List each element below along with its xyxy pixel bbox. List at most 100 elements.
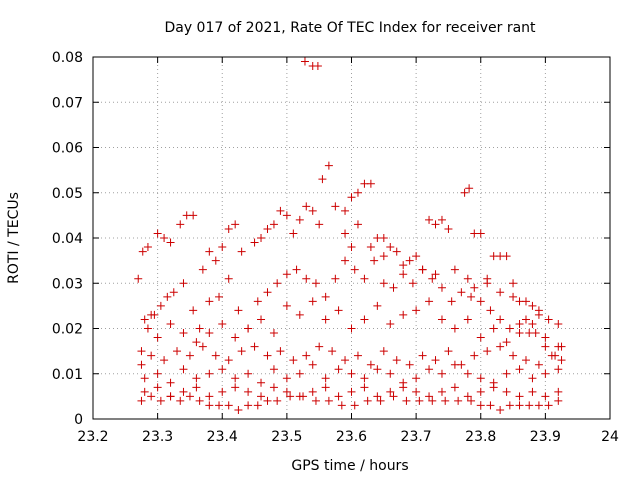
- data-point: [176, 220, 185, 229]
- data-point: [263, 351, 272, 360]
- data-point: [450, 360, 459, 369]
- data-point: [534, 306, 543, 315]
- data-point: [412, 306, 421, 315]
- data-point: [166, 238, 175, 247]
- data-point: [289, 229, 298, 238]
- data-point: [360, 315, 369, 324]
- data-point: [425, 392, 434, 401]
- data-point: [521, 315, 530, 324]
- data-point: [289, 356, 298, 365]
- x-tick-label: 23.3: [142, 429, 173, 445]
- x-tick-label: 23.6: [336, 429, 367, 445]
- data-point: [282, 387, 291, 396]
- data-point: [331, 202, 340, 211]
- data-point: [502, 252, 511, 261]
- data-point: [215, 292, 224, 301]
- data-point: [138, 247, 147, 256]
- y-tick-label: 0.02: [52, 322, 83, 338]
- data-point: [253, 297, 262, 306]
- data-point: [450, 324, 459, 333]
- data-point: [269, 220, 278, 229]
- data-point: [557, 356, 566, 365]
- data-point: [366, 179, 375, 188]
- data-point: [515, 401, 524, 410]
- data-point: [347, 387, 356, 396]
- data-point: [137, 347, 146, 356]
- data-point: [143, 324, 152, 333]
- data-point: [205, 401, 214, 410]
- y-tick-label: 0.07: [52, 95, 83, 111]
- x-tick-label: 23.9: [530, 429, 561, 445]
- data-point: [160, 356, 169, 365]
- data-point: [386, 387, 395, 396]
- data-point: [185, 392, 194, 401]
- data-point: [224, 274, 233, 283]
- data-point: [337, 401, 346, 410]
- chart-title: Day 017 of 2021, Rate Of TEC Index for r…: [164, 20, 536, 36]
- data-point: [257, 392, 266, 401]
- data-point: [541, 369, 550, 378]
- data-point: [224, 401, 233, 410]
- data-point: [263, 396, 272, 405]
- data-point: [476, 387, 485, 396]
- data-point: [276, 347, 285, 356]
- data-point: [431, 356, 440, 365]
- data-point: [205, 369, 214, 378]
- data-point: [341, 256, 350, 265]
- data-point: [150, 310, 159, 319]
- data-point: [541, 392, 550, 401]
- data-point: [198, 265, 207, 274]
- data-point: [224, 224, 233, 233]
- data-point: [502, 338, 511, 347]
- data-point: [311, 279, 320, 288]
- data-point: [189, 211, 198, 220]
- data-points: [134, 57, 566, 414]
- data-point: [373, 365, 382, 374]
- data-point: [282, 211, 291, 220]
- data-point: [402, 396, 411, 405]
- data-point: [412, 252, 421, 261]
- data-point: [153, 229, 162, 238]
- data-point: [379, 234, 388, 242]
- data-point: [541, 333, 550, 342]
- y-tick-label: 0.08: [52, 50, 83, 66]
- data-point: [470, 351, 479, 360]
- data-point: [515, 392, 524, 401]
- data-point: [282, 374, 291, 383]
- data-point: [237, 247, 246, 256]
- data-point: [163, 292, 172, 301]
- data-point: [447, 297, 456, 306]
- data-point: [509, 292, 518, 301]
- data-point: [299, 392, 308, 401]
- data-point: [237, 347, 246, 356]
- grid-lines: [93, 57, 610, 419]
- data-point: [457, 288, 466, 297]
- data-point: [231, 333, 240, 342]
- data-point: [244, 387, 253, 396]
- data-point: [156, 301, 165, 310]
- data-point: [331, 274, 340, 283]
- data-point: [496, 288, 505, 297]
- data-point: [425, 365, 434, 374]
- data-point: [218, 365, 227, 374]
- data-point: [486, 306, 495, 315]
- data-point: [334, 392, 343, 401]
- data-point: [386, 369, 395, 378]
- data-point: [302, 351, 311, 360]
- data-point: [528, 387, 537, 396]
- data-point: [408, 279, 417, 288]
- data-point: [321, 315, 330, 324]
- data-point: [554, 396, 563, 405]
- data-point: [302, 274, 311, 283]
- data-point: [360, 383, 369, 392]
- data-point: [341, 229, 350, 238]
- data-point: [192, 383, 201, 392]
- data-point: [405, 360, 414, 369]
- data-point: [189, 306, 198, 315]
- data-point: [224, 356, 233, 365]
- data-point: [169, 288, 178, 297]
- data-point: [489, 324, 498, 333]
- data-point: [160, 234, 169, 242]
- data-point: [308, 387, 317, 396]
